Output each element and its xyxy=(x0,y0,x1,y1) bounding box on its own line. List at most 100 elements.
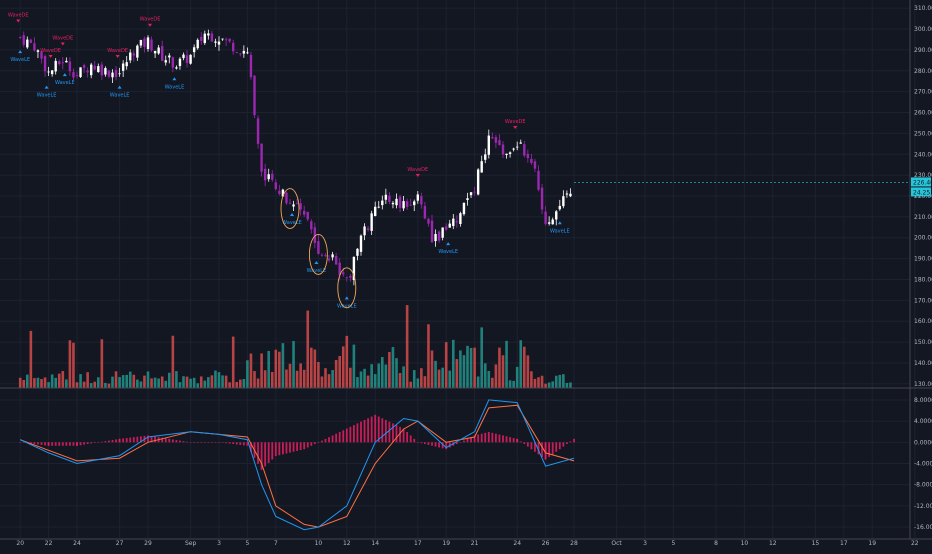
macd-histogram-bar xyxy=(310,442,313,446)
volume-bar xyxy=(494,364,498,388)
volume-bar xyxy=(434,360,437,388)
volume-bar xyxy=(214,370,217,388)
volume-bar xyxy=(185,376,189,388)
candle-body xyxy=(121,63,125,71)
date-tick-label: 24 xyxy=(73,540,81,547)
volume-bar xyxy=(253,371,256,388)
candle-body xyxy=(334,255,338,265)
volume-bar xyxy=(111,376,114,388)
price-tick-label: 170.00 xyxy=(914,297,932,304)
volume-bar xyxy=(306,310,310,388)
candle-body xyxy=(327,258,331,261)
volume-bar xyxy=(285,369,288,388)
macd-histogram-bar xyxy=(342,430,345,443)
volume-bar xyxy=(373,374,377,388)
macd-histogram-bar xyxy=(111,440,114,443)
candle-body xyxy=(235,52,238,54)
macd-histogram-bar xyxy=(221,442,224,443)
volume-bar xyxy=(104,382,107,388)
candle-body xyxy=(281,189,285,197)
candle-body xyxy=(505,153,508,156)
candle-body xyxy=(221,38,224,40)
candle-body xyxy=(61,62,64,64)
volume-bar xyxy=(320,376,324,388)
sell-arrow xyxy=(148,23,152,27)
candle-body xyxy=(239,53,242,55)
macd-histogram-bar xyxy=(86,442,89,445)
buy-arrow xyxy=(344,296,349,300)
date-tick-label: Oct xyxy=(611,540,622,547)
candle-body xyxy=(210,33,214,42)
candle-body xyxy=(540,187,544,210)
candle-body xyxy=(50,70,54,75)
macd-histogram-bar xyxy=(228,442,231,444)
macd-histogram-bar xyxy=(523,442,526,445)
macd-histogram-bar xyxy=(47,442,50,446)
candle-body xyxy=(118,73,121,75)
macd-histogram-bar xyxy=(175,440,178,443)
volume-bar xyxy=(107,383,111,388)
macd-histogram-bar xyxy=(374,414,377,443)
macd-histogram-bar xyxy=(331,435,334,443)
volume-bar xyxy=(349,367,352,388)
macd-histogram-bar xyxy=(232,442,235,445)
macd-histogram-bar xyxy=(250,442,252,452)
volume-bar xyxy=(370,364,373,388)
macd-histogram-bar xyxy=(19,442,22,443)
macd-histogram-bar xyxy=(108,440,110,443)
macd-histogram-bar xyxy=(182,441,185,443)
volume-bar xyxy=(114,371,118,388)
macd-histogram-bar xyxy=(115,439,117,443)
volume-bar xyxy=(288,363,292,388)
volume-bar xyxy=(455,359,459,388)
macd-histogram-bar xyxy=(392,423,394,443)
candle-body xyxy=(473,191,476,193)
volume-bar xyxy=(292,341,295,388)
volume-bar xyxy=(239,379,242,388)
price-tick-label: 160.00 xyxy=(914,318,932,325)
buy-arrow xyxy=(18,50,23,54)
macd-histogram-bar xyxy=(420,442,423,444)
candle-body xyxy=(125,62,128,67)
volume-bar xyxy=(125,374,128,388)
candle-body xyxy=(516,146,519,148)
volume-bar xyxy=(242,378,246,388)
candle-body xyxy=(36,50,40,52)
volume-bar xyxy=(121,375,125,388)
buy-arrow xyxy=(44,85,49,89)
date-tick-label: 10 xyxy=(315,540,323,547)
volume-bar xyxy=(139,381,143,388)
candle-body xyxy=(523,144,526,156)
signal-label: WaveLE xyxy=(55,80,75,86)
date-tick-label: 24 xyxy=(513,540,521,547)
volume-bar xyxy=(341,346,345,388)
candle-body xyxy=(381,200,384,206)
macd-histogram-bar xyxy=(306,442,309,448)
volume-bar xyxy=(412,370,416,388)
macd-histogram-bar xyxy=(214,442,217,443)
candle-body xyxy=(384,194,388,200)
candle-body xyxy=(242,50,246,54)
price-tick-label: 310.00 xyxy=(914,5,932,12)
price-tick-label: 190.00 xyxy=(914,256,932,263)
candle-body xyxy=(320,254,324,256)
volume-bar xyxy=(263,370,267,388)
volume-bar xyxy=(324,368,327,388)
volume-bar xyxy=(217,372,221,388)
macd-histogram-bar xyxy=(218,442,220,443)
macd-histogram-bar xyxy=(537,442,540,455)
macd-histogram-bar xyxy=(573,438,575,443)
macd-histogram-bar xyxy=(530,442,533,450)
volume-bar xyxy=(384,364,388,388)
volume-bar xyxy=(562,374,565,388)
candle-body xyxy=(452,218,455,227)
candle-body xyxy=(398,196,402,208)
candle-body xyxy=(129,52,132,61)
signal-label: WaveDE xyxy=(52,35,73,41)
macd-histogram-bar xyxy=(484,432,487,443)
candle-body xyxy=(324,255,327,257)
